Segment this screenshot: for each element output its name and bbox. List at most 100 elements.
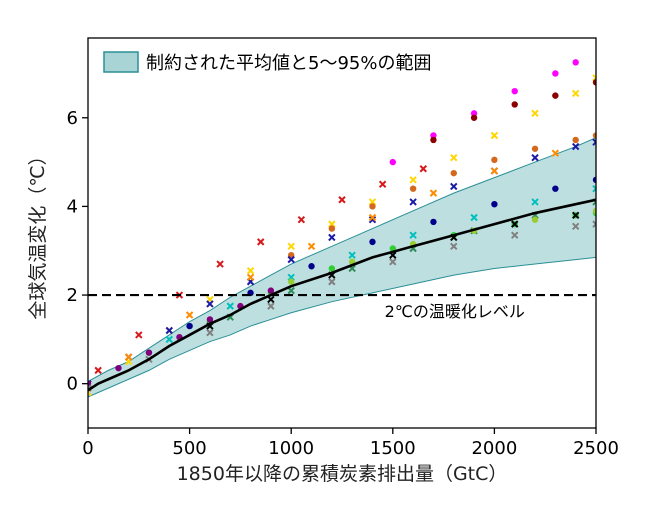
data-point	[378, 180, 387, 188]
data-point	[592, 207, 596, 215]
data-point	[246, 273, 255, 282]
data-point	[531, 198, 539, 206]
series-1	[389, 59, 579, 166]
data-point	[165, 335, 173, 344]
data-point	[257, 238, 265, 246]
data-point	[348, 251, 356, 259]
data-point	[165, 326, 173, 335]
data-point	[328, 225, 336, 232]
data-point	[592, 176, 596, 184]
data-point	[450, 153, 458, 162]
x-tick-label: 1500	[370, 438, 416, 459]
data-point	[450, 169, 457, 177]
data-point	[429, 189, 438, 197]
y-tick-label: 6	[67, 108, 78, 129]
data-point	[572, 136, 579, 144]
data-point	[450, 182, 458, 191]
data-point	[531, 109, 539, 118]
data-point	[511, 220, 519, 228]
data-point	[307, 242, 316, 251]
data-point	[592, 132, 596, 139]
series-8	[88, 287, 275, 387]
y-tick-label: 2	[67, 285, 78, 306]
series-11	[186, 176, 596, 330]
plot-frame	[87, 37, 597, 429]
data-point	[470, 110, 478, 117]
data-point	[592, 184, 596, 193]
data-point	[409, 185, 417, 192]
data-point	[369, 203, 376, 210]
y-axis-label: 全球気温変化（℃）	[27, 146, 49, 319]
data-point	[267, 295, 275, 304]
data-point	[531, 145, 539, 152]
data-point	[297, 215, 306, 224]
series-0	[94, 165, 427, 375]
x-tick-label: 2500	[573, 438, 619, 459]
x-tick-label: 0	[82, 438, 93, 459]
data-point	[531, 153, 539, 162]
data-point	[226, 302, 234, 310]
data-point	[592, 220, 596, 228]
data-point	[186, 322, 193, 330]
data-point	[430, 136, 437, 144]
data-point	[185, 311, 194, 319]
data-point	[368, 213, 377, 222]
constrained-range-band	[88, 137, 596, 398]
data-point	[571, 142, 580, 151]
data-point	[409, 176, 417, 184]
x-axis-label: 1850年以降の累積炭素排出量（GtC）	[177, 463, 508, 485]
data-point	[216, 260, 224, 268]
data-point	[430, 132, 437, 139]
reference-line-label: 2℃の温暖化レベル	[385, 302, 525, 321]
series-7	[165, 184, 596, 344]
legend: 制約された平均値と5～95%の範囲	[103, 51, 431, 74]
data-point	[328, 265, 336, 272]
data-point	[490, 131, 499, 140]
data-point	[267, 302, 275, 310]
data-point	[531, 216, 539, 223]
data-point	[368, 215, 377, 224]
legend-label: 制約された平均値と5～95%の範囲	[146, 53, 431, 74]
data-point	[491, 156, 498, 164]
data-point	[287, 286, 295, 295]
data-point	[206, 300, 214, 308]
legend-swatch	[103, 51, 139, 73]
x-tick-label: 1000	[268, 438, 314, 459]
data-point	[338, 196, 346, 204]
data-point	[511, 87, 518, 95]
axis-ticks: 0 500 1000 1500 2000 2500 0 2 4 6	[67, 108, 619, 459]
data-point	[450, 242, 458, 251]
plot-area	[88, 59, 596, 398]
data-point	[470, 213, 478, 222]
data-point	[470, 114, 478, 121]
data-point	[551, 149, 560, 157]
data-point	[430, 218, 437, 226]
data-point	[511, 101, 518, 108]
constrained-mean-line	[88, 198, 596, 392]
data-point	[369, 238, 376, 246]
data-point	[267, 287, 275, 294]
data-point	[592, 79, 596, 86]
series-3	[430, 79, 596, 144]
data-point	[246, 266, 255, 275]
data-point	[552, 92, 559, 99]
data-point	[571, 222, 580, 231]
data-point	[592, 138, 596, 146]
data-point	[389, 158, 396, 166]
data-point	[409, 231, 417, 239]
y-tick-label: 0	[67, 374, 78, 395]
data-point	[552, 185, 559, 192]
x-tick-label: 500	[172, 438, 206, 459]
data-point	[552, 70, 559, 77]
data-point	[328, 233, 336, 242]
x-tick-label: 2000	[471, 438, 517, 459]
data-point	[572, 59, 579, 66]
data-point	[490, 167, 499, 175]
data-point	[419, 165, 427, 173]
data-point	[389, 258, 397, 266]
data-point	[409, 198, 417, 206]
data-point	[287, 255, 295, 264]
data-point	[287, 242, 295, 251]
data-point	[124, 353, 133, 361]
